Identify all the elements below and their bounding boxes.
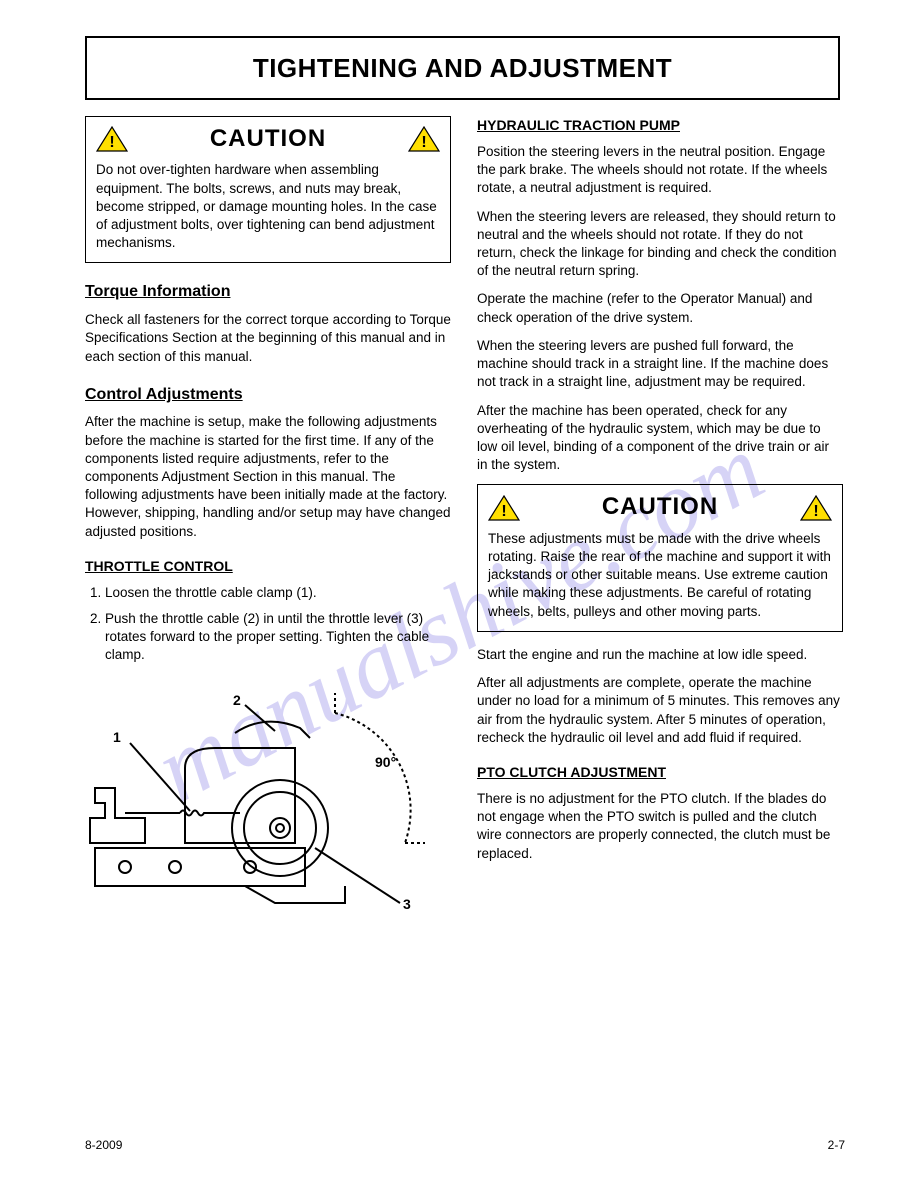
- svg-text:!: !: [421, 134, 426, 151]
- traction-p5: After the machine has been operated, che…: [477, 402, 843, 475]
- caution-box-1: ! CAUTION ! Do not over-tighten hardware…: [85, 116, 451, 263]
- page-title: TIGHTENING AND ADJUSTMENT: [253, 53, 672, 84]
- left-column: ! CAUTION ! Do not over-tighten hardware…: [85, 116, 451, 941]
- svg-text:!: !: [109, 134, 114, 151]
- pto-paragraph: There is no adjustment for the PTO clutc…: [477, 790, 843, 863]
- caution-body: Do not over-tighten hardware when assemb…: [96, 161, 440, 252]
- warning-icon: !: [800, 495, 832, 521]
- caution-box-2: ! CAUTION ! These adjustments must be ma…: [477, 484, 843, 631]
- diagram-label-angle: 90°: [375, 753, 396, 772]
- diagram-label-2: 2: [233, 691, 241, 710]
- subheading-throttle: THROTTLE CONTROL: [85, 557, 451, 576]
- throttle-step: Loosen the throttle cable clamp (1).: [105, 584, 451, 602]
- caution-body: These adjustments must be made with the …: [488, 530, 832, 621]
- diagram-label-1: 1: [113, 728, 121, 747]
- warning-icon: !: [488, 495, 520, 521]
- control-paragraph: After the machine is setup, make the fol…: [85, 413, 451, 541]
- warning-icon: !: [96, 126, 128, 152]
- caution-header: ! CAUTION !: [488, 491, 832, 523]
- traction-p6: Start the engine and run the machine at …: [477, 646, 843, 664]
- main-content: ! CAUTION ! Do not over-tighten hardware…: [85, 116, 845, 941]
- traction-p7: After all adjustments are complete, oper…: [477, 674, 843, 747]
- footer-page: 2-7: [828, 1138, 845, 1152]
- diagram-label-3: 3: [403, 895, 411, 914]
- torque-paragraph: Check all fasteners for the correct torq…: [85, 311, 451, 366]
- traction-p1: Position the steering levers in the neut…: [477, 143, 843, 198]
- throttle-step: Push the throttle cable (2) in until the…: [105, 610, 451, 665]
- right-column: HYDRAULIC TRACTION PUMP Position the ste…: [477, 116, 843, 941]
- diagram-svg: [85, 673, 451, 941]
- svg-text:!: !: [501, 503, 506, 520]
- caution-label: CAUTION: [210, 123, 326, 155]
- subheading-pto: PTO CLUTCH ADJUSTMENT: [477, 763, 843, 782]
- svg-text:!: !: [813, 503, 818, 520]
- heading-torque: Torque Information: [85, 281, 451, 303]
- traction-p4: When the steering levers are pushed full…: [477, 337, 843, 392]
- traction-p2: When the steering levers are released, t…: [477, 208, 843, 281]
- throttle-steps: Loosen the throttle cable clamp (1). Pus…: [85, 584, 451, 665]
- title-box: TIGHTENING AND ADJUSTMENT: [85, 36, 840, 100]
- caution-header: ! CAUTION !: [96, 123, 440, 155]
- footer-date: 8-2009: [85, 1138, 122, 1152]
- caution-label: CAUTION: [602, 491, 718, 523]
- footer: 8-2009 2-7: [85, 1138, 845, 1152]
- warning-icon: !: [408, 126, 440, 152]
- subheading-traction: HYDRAULIC TRACTION PUMP: [477, 116, 843, 135]
- traction-p3: Operate the machine (refer to the Operat…: [477, 290, 843, 326]
- heading-control: Control Adjustments: [85, 384, 451, 406]
- throttle-diagram: 1 2 3 90°: [85, 673, 451, 941]
